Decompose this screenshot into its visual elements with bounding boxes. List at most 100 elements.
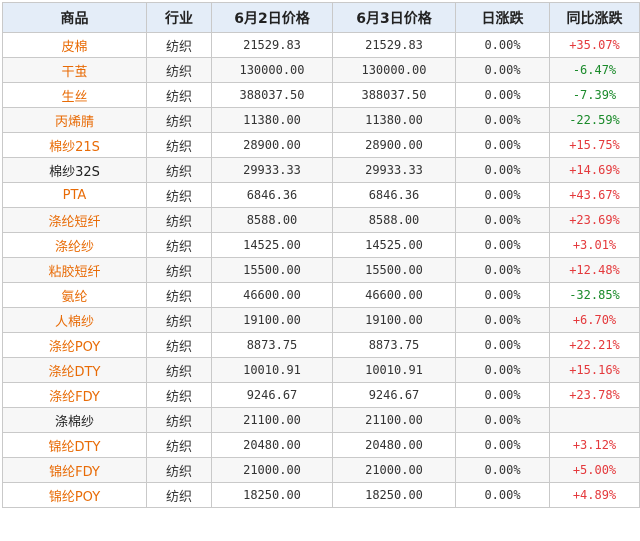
industry-cell: 纺织 bbox=[146, 457, 212, 483]
price-jun3-cell: 6846.36 bbox=[332, 182, 456, 208]
daily-change-cell: 0.00% bbox=[455, 207, 550, 233]
daily-change-cell: 0.00% bbox=[455, 407, 550, 433]
yoy-change-cell: +23.78% bbox=[549, 382, 640, 408]
daily-change-cell: 0.00% bbox=[455, 257, 550, 283]
price-jun2-cell: 8588.00 bbox=[211, 207, 333, 233]
commodity-name-link[interactable]: 涤纶FDY bbox=[2, 382, 147, 408]
yoy-change-cell: +43.67% bbox=[549, 182, 640, 208]
price-jun3-cell: 18250.00 bbox=[332, 482, 456, 508]
daily-change-cell: 0.00% bbox=[455, 32, 550, 58]
header-price-jun3: 6月3日价格 bbox=[332, 2, 456, 33]
yoy-change-cell: +5.00% bbox=[549, 457, 640, 483]
industry-cell: 纺织 bbox=[146, 432, 212, 458]
daily-change-cell: 0.00% bbox=[455, 432, 550, 458]
industry-cell: 纺织 bbox=[146, 482, 212, 508]
price-jun2-cell: 19100.00 bbox=[211, 307, 333, 333]
price-jun3-cell: 14525.00 bbox=[332, 232, 456, 258]
commodity-name-link[interactable]: 氨纶 bbox=[2, 282, 147, 308]
commodity-name-link[interactable]: 干茧 bbox=[2, 57, 147, 83]
table-row: 棉纱32S 纺织 29933.33 29933.33 0.00% +14.69% bbox=[2, 157, 640, 183]
industry-cell: 纺织 bbox=[146, 232, 212, 258]
table-row: 棉纱21S 纺织 28900.00 28900.00 0.00% +15.75% bbox=[2, 132, 640, 158]
price-jun2-cell: 18250.00 bbox=[211, 482, 333, 508]
price-jun2-cell: 28900.00 bbox=[211, 132, 333, 158]
table-row: 涤纶短纤 纺织 8588.00 8588.00 0.00% +23.69% bbox=[2, 207, 640, 233]
commodity-name-link[interactable]: PTA bbox=[2, 182, 147, 208]
price-jun3-cell: 10010.91 bbox=[332, 357, 456, 383]
commodity-name-link[interactable]: 锦纶POY bbox=[2, 482, 147, 508]
daily-change-cell: 0.00% bbox=[455, 182, 550, 208]
commodity-price-table: 商品 行业 6月2日价格 6月3日价格 日涨跌 同比涨跌 皮棉 纺织 21529.8… bbox=[2, 2, 640, 508]
price-jun3-cell: 19100.00 bbox=[332, 307, 456, 333]
header-daily-change: 日涨跌 bbox=[455, 2, 550, 33]
price-jun2-cell: 9246.67 bbox=[211, 382, 333, 408]
table-row: 人棉纱 纺织 19100.00 19100.00 0.00% +6.70% bbox=[2, 307, 640, 333]
price-jun3-cell: 28900.00 bbox=[332, 132, 456, 158]
yoy-change-cell: -22.59% bbox=[549, 107, 640, 133]
daily-change-cell: 0.00% bbox=[455, 332, 550, 358]
price-jun2-cell: 388037.50 bbox=[211, 82, 333, 108]
commodity-name-link[interactable]: 锦纶FDY bbox=[2, 457, 147, 483]
yoy-change-cell bbox=[549, 407, 640, 433]
commodity-name-link[interactable]: 涤纶POY bbox=[2, 332, 147, 358]
industry-cell: 纺织 bbox=[146, 282, 212, 308]
yoy-change-cell: +4.89% bbox=[549, 482, 640, 508]
industry-cell: 纺织 bbox=[146, 332, 212, 358]
price-jun3-cell: 20480.00 bbox=[332, 432, 456, 458]
price-jun3-cell: 11380.00 bbox=[332, 107, 456, 133]
daily-change-cell: 0.00% bbox=[455, 57, 550, 83]
daily-change-cell: 0.00% bbox=[455, 132, 550, 158]
daily-change-cell: 0.00% bbox=[455, 457, 550, 483]
table-row: 干茧 纺织 130000.00 130000.00 0.00% -6.47% bbox=[2, 57, 640, 83]
daily-change-cell: 0.00% bbox=[455, 107, 550, 133]
price-jun2-cell: 10010.91 bbox=[211, 357, 333, 383]
price-jun2-cell: 46600.00 bbox=[211, 282, 333, 308]
daily-change-cell: 0.00% bbox=[455, 382, 550, 408]
industry-cell: 纺织 bbox=[146, 382, 212, 408]
price-jun3-cell: 8588.00 bbox=[332, 207, 456, 233]
commodity-name-link[interactable]: 涤纶DTY bbox=[2, 357, 147, 383]
price-jun3-cell: 21000.00 bbox=[332, 457, 456, 483]
table-row: 涤纶FDY 纺织 9246.67 9246.67 0.00% +23.78% bbox=[2, 382, 640, 408]
industry-cell: 纺织 bbox=[146, 307, 212, 333]
price-jun3-cell: 15500.00 bbox=[332, 257, 456, 283]
industry-cell: 纺织 bbox=[146, 57, 212, 83]
industry-cell: 纺织 bbox=[146, 132, 212, 158]
table-row: 涤棉纱 纺织 21100.00 21100.00 0.00% bbox=[2, 407, 640, 433]
yoy-change-cell: +22.21% bbox=[549, 332, 640, 358]
commodity-name-link[interactable]: 锦纶DTY bbox=[2, 432, 147, 458]
price-jun3-cell: 9246.67 bbox=[332, 382, 456, 408]
yoy-change-cell: +6.70% bbox=[549, 307, 640, 333]
commodity-name-link[interactable]: 粘胶短纤 bbox=[2, 257, 147, 283]
price-jun3-cell: 21100.00 bbox=[332, 407, 456, 433]
price-jun2-cell: 21529.83 bbox=[211, 32, 333, 58]
yoy-change-cell: -6.47% bbox=[549, 57, 640, 83]
header-commodity: 商品 bbox=[2, 2, 147, 33]
price-jun3-cell: 29933.33 bbox=[332, 157, 456, 183]
commodity-name-link[interactable]: 棉纱21S bbox=[2, 132, 147, 158]
yoy-change-cell: +15.16% bbox=[549, 357, 640, 383]
table-row: 锦纶FDY 纺织 21000.00 21000.00 0.00% +5.00% bbox=[2, 457, 640, 483]
price-jun2-cell: 11380.00 bbox=[211, 107, 333, 133]
table-row: 丙烯腈 纺织 11380.00 11380.00 0.00% -22.59% bbox=[2, 107, 640, 133]
price-jun2-cell: 130000.00 bbox=[211, 57, 333, 83]
header-yoy-change: 同比涨跌 bbox=[549, 2, 640, 33]
daily-change-cell: 0.00% bbox=[455, 307, 550, 333]
daily-change-cell: 0.00% bbox=[455, 232, 550, 258]
table-row: PTA 纺织 6846.36 6846.36 0.00% +43.67% bbox=[2, 182, 640, 208]
commodity-name-link[interactable]: 涤纶短纤 bbox=[2, 207, 147, 233]
yoy-change-cell: +12.48% bbox=[549, 257, 640, 283]
commodity-name-link[interactable]: 人棉纱 bbox=[2, 307, 147, 333]
commodity-name-link[interactable]: 皮棉 bbox=[2, 32, 147, 58]
commodity-name-link[interactable]: 生丝 bbox=[2, 82, 147, 108]
header-price-jun2: 6月2日价格 bbox=[211, 2, 333, 33]
header-industry: 行业 bbox=[146, 2, 212, 33]
table-row: 锦纶POY 纺织 18250.00 18250.00 0.00% +4.89% bbox=[2, 482, 640, 508]
commodity-name-link[interactable]: 涤纶纱 bbox=[2, 232, 147, 258]
price-jun2-cell: 21000.00 bbox=[211, 457, 333, 483]
table-row: 皮棉 纺织 21529.83 21529.83 0.00% +35.07% bbox=[2, 32, 640, 58]
industry-cell: 纺织 bbox=[146, 82, 212, 108]
commodity-name-link[interactable]: 丙烯腈 bbox=[2, 107, 147, 133]
daily-change-cell: 0.00% bbox=[455, 482, 550, 508]
yoy-change-cell: +14.69% bbox=[549, 157, 640, 183]
